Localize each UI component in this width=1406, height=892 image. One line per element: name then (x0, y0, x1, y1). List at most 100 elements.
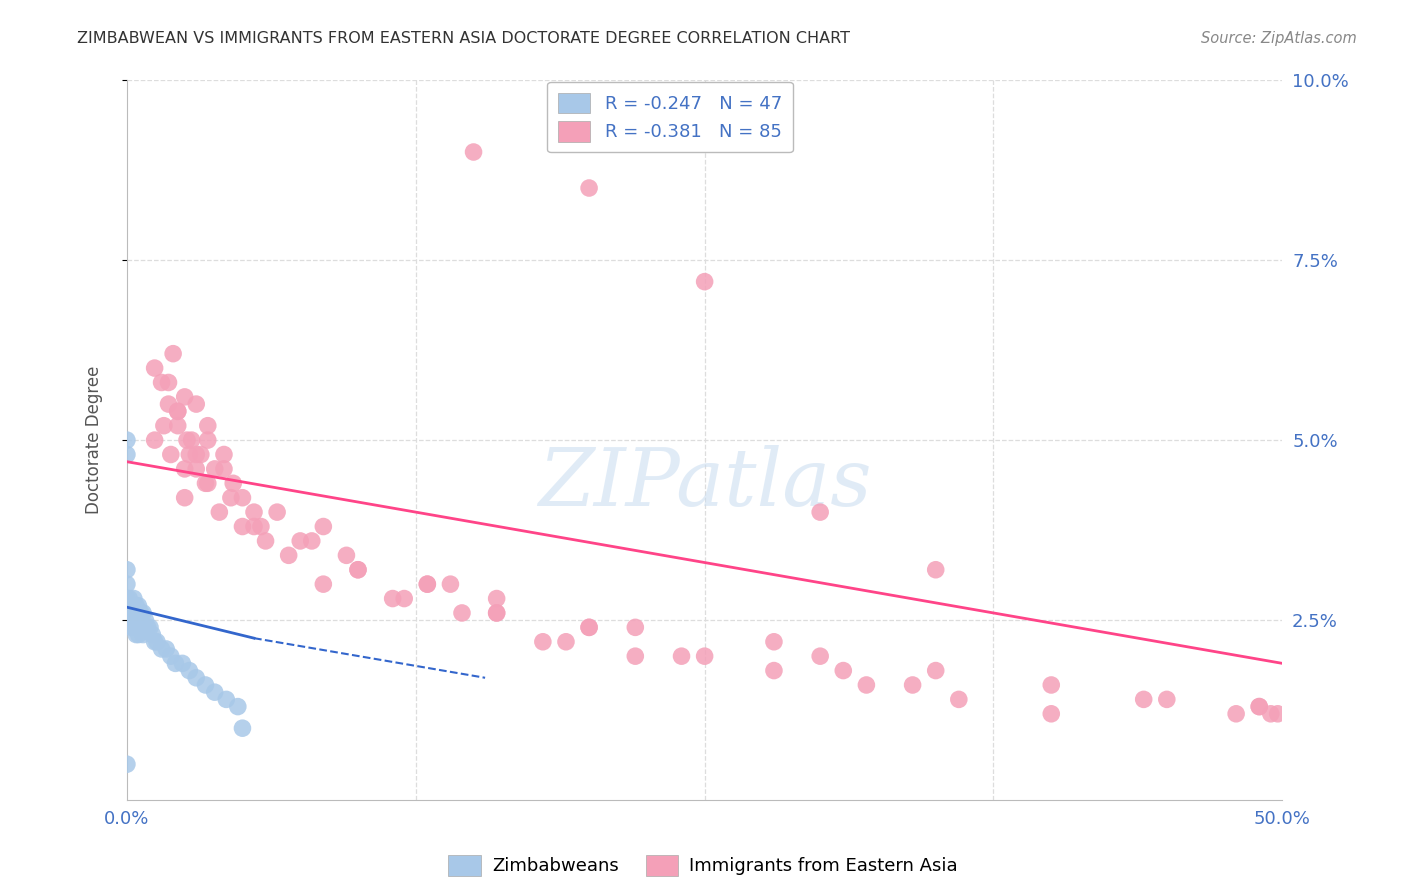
Point (347, 563, 370, 577)
Point (115, 448, 138, 462)
Legend: R = -0.247   N = 47, R = -0.381   N = 85: R = -0.247 N = 47, R = -0.381 N = 85 (547, 82, 793, 153)
Point (159, 649, 181, 664)
Point (624, 620, 647, 634)
Point (179, 664, 201, 678)
Point (180, 433, 202, 447)
Point (578, 620, 600, 634)
Point (231, 491, 253, 505)
Point (118, 606, 141, 620)
Point (146, 634, 169, 648)
Point (925, 664, 948, 678)
Point (222, 476, 245, 491)
Point (762, 634, 785, 648)
Point (125, 599, 148, 613)
Point (165, 657, 187, 671)
Point (141, 627, 163, 641)
Point (127, 613, 149, 627)
Point (121, 599, 143, 613)
Point (439, 577, 461, 591)
Point (1249, 699, 1271, 714)
Point (671, 649, 693, 664)
Point (139, 620, 162, 634)
Point (948, 692, 970, 706)
Point (155, 642, 177, 657)
Point (173, 462, 195, 476)
Point (166, 404, 188, 418)
Point (121, 620, 143, 634)
Point (157, 397, 180, 411)
Point (118, 613, 141, 627)
Point (186, 448, 208, 462)
Point (312, 519, 335, 533)
Point (485, 591, 508, 606)
Point (578, 181, 600, 195)
Point (808, 505, 831, 519)
Text: ZIMBABWEAN VS IMMIGRANTS FROM EASTERN ASIA DOCTORATE DEGREE CORRELATION CHART: ZIMBABWEAN VS IMMIGRANTS FROM EASTERN AS… (77, 31, 851, 46)
Point (250, 519, 273, 533)
Point (173, 390, 195, 404)
Point (485, 606, 508, 620)
Point (762, 664, 785, 678)
Point (1249, 699, 1271, 714)
Point (115, 591, 138, 606)
Point (485, 606, 508, 620)
Point (115, 563, 138, 577)
Point (115, 599, 138, 613)
Point (150, 376, 173, 390)
Point (150, 642, 173, 657)
Point (143, 634, 166, 648)
Point (122, 620, 145, 634)
Point (1267, 706, 1289, 721)
Point (855, 678, 877, 692)
Point (215, 692, 238, 706)
Point (176, 433, 198, 447)
Point (186, 462, 208, 476)
Point (416, 577, 439, 591)
Point (832, 664, 855, 678)
Point (179, 448, 201, 462)
Point (118, 599, 141, 613)
Point (243, 519, 266, 533)
Point (186, 671, 208, 685)
Point (1156, 692, 1178, 706)
Point (463, 145, 485, 159)
Point (143, 361, 166, 376)
Point (693, 649, 716, 664)
Point (115, 757, 138, 772)
Point (118, 591, 141, 606)
Point (129, 620, 152, 634)
Point (212, 462, 235, 476)
Point (231, 721, 253, 735)
Point (347, 563, 370, 577)
Point (121, 613, 143, 627)
Y-axis label: Doctorate Degree: Doctorate Degree (86, 366, 103, 515)
Point (301, 533, 323, 548)
Text: ZIPatlas: ZIPatlas (538, 444, 872, 522)
Text: Source: ZipAtlas.com: Source: ZipAtlas.com (1201, 31, 1357, 46)
Point (166, 418, 188, 433)
Point (416, 577, 439, 591)
Point (172, 657, 194, 671)
Point (312, 577, 335, 591)
Point (335, 549, 357, 563)
Point (693, 275, 716, 289)
Point (1225, 706, 1247, 721)
Point (531, 634, 554, 648)
Point (122, 606, 145, 620)
Point (290, 533, 312, 548)
Point (127, 599, 149, 613)
Point (134, 613, 156, 627)
Point (808, 649, 831, 664)
Point (197, 476, 219, 491)
Point (127, 627, 149, 641)
Point (1040, 706, 1063, 721)
Point (197, 418, 219, 433)
Point (392, 591, 415, 606)
Point (143, 433, 166, 447)
Point (125, 627, 148, 641)
Legend: Zimbabweans, Immigrants from Eastern Asia: Zimbabweans, Immigrants from Eastern Asi… (441, 847, 965, 883)
Point (208, 505, 231, 519)
Point (277, 549, 299, 563)
Point (925, 563, 948, 577)
Point (1260, 706, 1282, 721)
